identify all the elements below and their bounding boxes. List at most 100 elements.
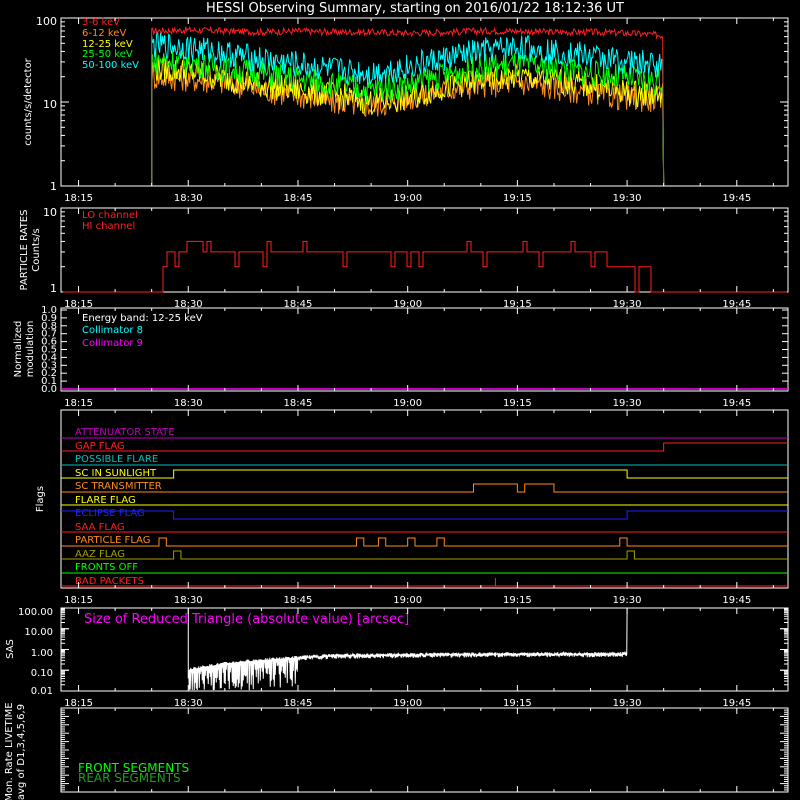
flags-panel: Flags ATTENUATOR STATE GAP FLAG POSSIBLE…	[35, 409, 789, 589]
flag-possible-flare: POSSIBLE FLARE	[75, 454, 158, 465]
modulation-ytick-label: 0.5	[41, 345, 57, 356]
sas-ylabel: SAS	[5, 639, 16, 659]
time-tick-label: 18:15	[64, 193, 93, 204]
modulation-ytick-label: 0.9	[41, 313, 57, 324]
flag-particle-flag: PARTICLE FLAG	[75, 535, 151, 546]
sas-series-triangle-size	[187, 607, 628, 691]
modulation-panel: 0.00.10.20.30.40.50.60.70.80.91.0 Normal…	[13, 305, 789, 395]
counts-series-12-25-keV	[151, 56, 665, 187]
time-tick-label: 19:00	[393, 193, 422, 204]
modulation-ytick-label: 0.0	[41, 384, 57, 395]
flag-line-sc-transmitter	[61, 483, 788, 493]
time-tick-label: 19:15	[503, 299, 532, 310]
particle-panel: 10 1 PARTICLE RATES Counts/s LO channel …	[19, 206, 789, 295]
modulation-ylabel-2: modulation	[25, 321, 36, 378]
time-tick-label: 19:00	[393, 698, 422, 709]
time-tick-label: 18:15	[64, 398, 93, 409]
modulation-ticks: 0.00.10.20.30.40.50.60.70.80.91.0	[41, 305, 788, 395]
sas-ytick-1: 1.00	[31, 648, 53, 659]
modulation-ytick-label: 0.4	[41, 352, 57, 363]
sas-ytick-10: 10.00	[24, 627, 53, 638]
time-tick-label: 19:30	[613, 595, 642, 606]
flag-bad-packets: BAD PACKETS	[75, 576, 144, 587]
legend-lo-channel: LO channel	[82, 210, 138, 221]
chart-title: HESSI Observing Summary, starting on 201…	[206, 1, 624, 16]
particle-ylabel-1: PARTICLE RATES	[19, 210, 30, 291]
legend-3-6: 3-6 keV	[82, 17, 120, 28]
flags-ylabel: Flags	[35, 486, 46, 512]
time-tick-label: 19:45	[722, 595, 751, 606]
time-tick-label: 19:30	[613, 299, 642, 310]
flag-line-bad-packets	[61, 578, 788, 587]
flag-attenuator-state: ATTENUATOR STATE	[75, 427, 175, 438]
flag-fronts-off: FRONTS OFF	[75, 562, 138, 573]
sas-ytick-100: 100.00	[18, 607, 53, 618]
legend-6-12: 6-12 keV	[82, 28, 126, 39]
flag-sc-in-sunlight: SC IN SUNLIGHT	[75, 468, 157, 479]
legend-hi-channel: HI channel	[82, 221, 135, 232]
livetime-ylabel-1: Mon. Rate LIVETIME	[4, 702, 15, 800]
legend-energy-band: Energy band: 12-25 keV	[82, 313, 203, 324]
flag-sc-transmitter: SC TRANSMITTER	[75, 481, 162, 492]
time-tick-label: 19:30	[613, 398, 642, 409]
time-tick-label: 19:30	[613, 193, 642, 204]
legend-50-100: 50-100 keV	[82, 60, 139, 71]
counts-series-25-50-keV	[151, 48, 665, 187]
time-tick-label: 19:00	[393, 299, 422, 310]
livetime-panel: Mon. Rate LIVETIME avg of D1,3,4,5,6,9 F…	[4, 702, 789, 800]
time-tick-label: 18:15	[64, 595, 93, 606]
legend-12-25: 12-25 keV	[82, 39, 133, 50]
time-tick-label: 19:00	[393, 595, 422, 606]
counts-series-50-100-keV	[151, 31, 665, 187]
flag-line-particle-flag	[61, 537, 788, 547]
time-tick-label: 18:30	[174, 595, 203, 606]
flag-line-sc-in-sunlight	[61, 469, 788, 479]
flag-gap-flag: GAP FLAG	[75, 441, 125, 452]
time-tick-label: 18:45	[284, 698, 313, 709]
livetime-ylabel-2: avg of D1,3,4,5,6,9	[16, 704, 27, 800]
flag-line-aaz-flag	[61, 550, 788, 560]
counts-ytick-1: 1	[50, 180, 57, 193]
counts-ylabel: counts/s/detector	[23, 57, 34, 145]
time-tick-label: 18:15	[64, 698, 93, 709]
modulation-ytick-label: 0.1	[41, 376, 57, 387]
flag-flare-flag: FLARE FLAG	[75, 495, 136, 506]
modulation-ytick-label: 0.8	[41, 321, 57, 332]
time-axis-labels: 18:15 18:30 18:45 19:00 19:15 19:30 19:45 18:15…	[64, 193, 751, 709]
legend-rear-segments: REAR SEGMENTS	[78, 771, 181, 785]
livetime-ticks	[61, 707, 788, 793]
time-tick-label: 19:00	[393, 398, 422, 409]
particle-ylabel-2: Counts/s	[31, 228, 42, 272]
particle-series-lo-channel	[63, 240, 787, 293]
time-tick-label: 19:45	[722, 299, 751, 310]
time-tick-label: 18:45	[284, 595, 313, 606]
sas-panel: 100.00 10.00 1.00 0.10 0.01 SAS Size of …	[5, 607, 789, 697]
flag-saa-flag: SAA FLAG	[75, 522, 125, 533]
time-tick-label: 19:15	[503, 193, 532, 204]
sas-ytick-0.01: 0.01	[31, 686, 53, 697]
flag-aaz-flag: AAZ FLAG	[75, 549, 125, 560]
time-tick-label: 18:30	[174, 299, 203, 310]
sas-legend: Size of Reduced Triangle (absolute value…	[84, 612, 409, 627]
modulation-ylabel-1: Normalized	[13, 321, 24, 378]
particle-ytick-10: 10	[43, 206, 57, 219]
legend-front-segments: FRONT SEGMENTS	[78, 761, 189, 775]
time-tick-label: 18:45	[284, 193, 313, 204]
time-tick-label: 18:45	[284, 299, 313, 310]
time-tick-label: 18:15	[64, 299, 93, 310]
time-tick-label: 18:30	[174, 398, 203, 409]
legend-collimator-9: Collimator 9	[82, 338, 143, 349]
particle-traces	[61, 207, 788, 293]
modulation-ytick-label: 0.7	[41, 329, 57, 340]
time-tick-label: 18:45	[284, 398, 313, 409]
time-axis-ticks	[78, 18, 774, 792]
time-tick-label: 19:45	[722, 398, 751, 409]
time-tick-label: 19:45	[722, 193, 751, 204]
particle-ytick-1: 1	[50, 282, 57, 295]
counts-series-3-6-keV	[151, 25, 665, 187]
time-tick-label: 19:45	[722, 698, 751, 709]
modulation-ytick-label: 0.3	[41, 360, 57, 371]
sas-ytick-0.1: 0.10	[31, 668, 53, 679]
flags-frame	[60, 409, 789, 589]
